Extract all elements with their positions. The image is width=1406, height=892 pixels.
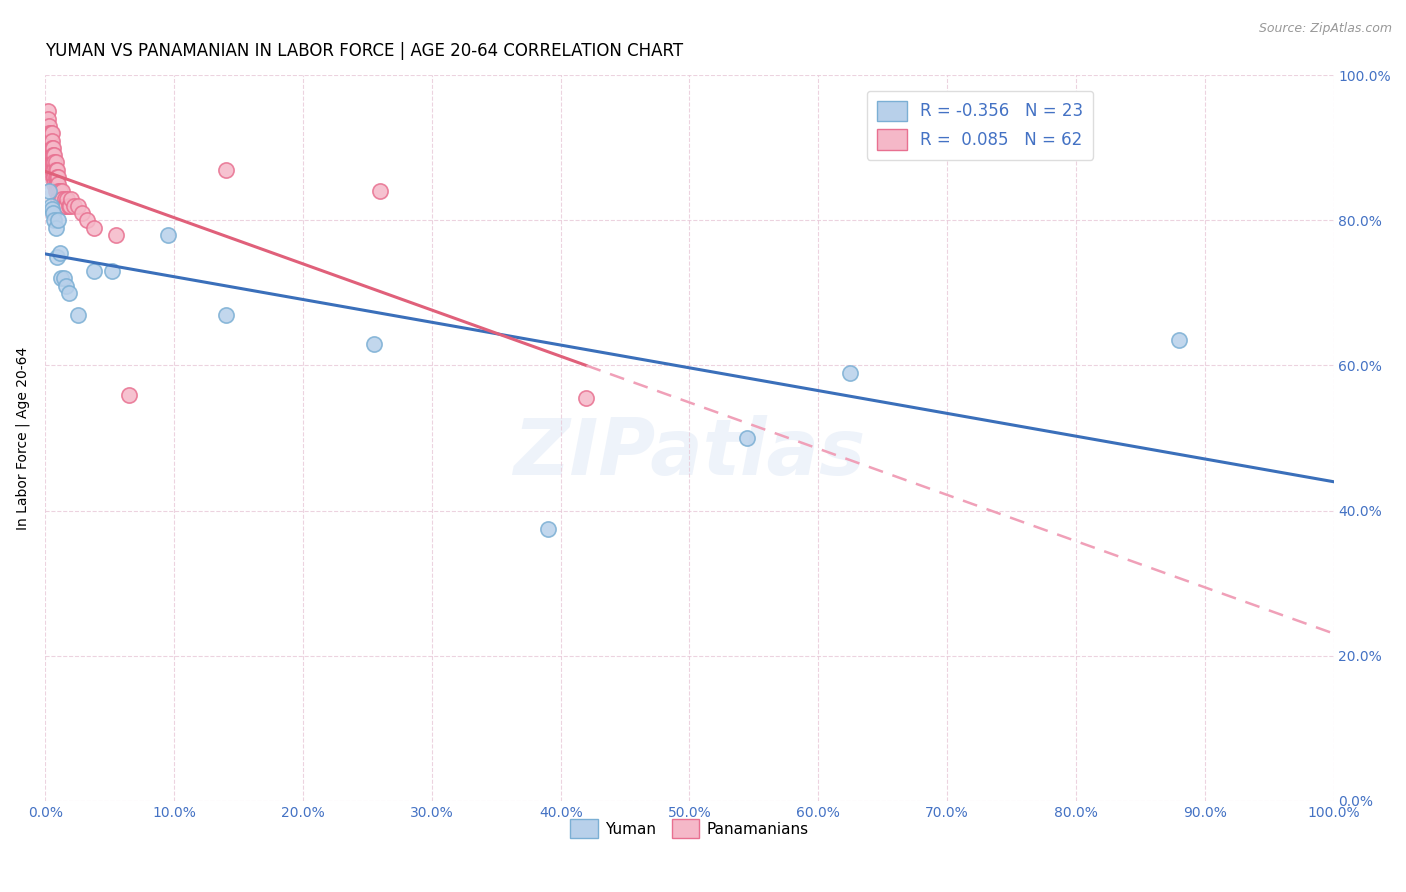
Point: [83, 264, 105, 278]
Point: [537, 522, 560, 536]
Point: [41, 141, 63, 155]
Point: [59, 199, 82, 213]
Point: [118, 387, 141, 401]
Point: [66, 199, 89, 213]
Point: [44, 155, 66, 169]
Point: [46, 177, 69, 191]
Point: [48, 213, 70, 227]
Point: [48, 246, 70, 260]
Point: [39, 126, 62, 140]
Point: [839, 366, 862, 380]
Point: [38, 119, 60, 133]
Point: [48, 177, 70, 191]
Point: [58, 199, 80, 213]
Point: [48, 184, 70, 198]
Text: YUMAN VS PANAMANIAN IN LABOR FORCE | AGE 20-64 CORRELATION CHART: YUMAN VS PANAMANIAN IN LABOR FORCE | AGE…: [45, 42, 683, 60]
Point: [39, 141, 62, 155]
Legend: Yuman, Panamanians: Yuman, Panamanians: [564, 814, 815, 844]
Point: [66, 308, 89, 322]
Point: [42, 148, 65, 162]
Point: [45, 162, 67, 177]
Point: [53, 199, 76, 213]
Point: [52, 271, 75, 285]
Point: [83, 220, 105, 235]
Point: [46, 250, 69, 264]
Point: [52, 199, 75, 213]
Point: [44, 162, 66, 177]
Point: [42, 162, 65, 177]
Point: [42, 169, 65, 184]
Point: [101, 264, 124, 278]
Point: [53, 192, 76, 206]
Point: [45, 220, 67, 235]
Point: [38, 134, 60, 148]
Text: Source: ZipAtlas.com: Source: ZipAtlas.com: [1258, 22, 1392, 36]
Point: [48, 169, 70, 184]
Point: [49, 199, 72, 213]
Point: [60, 192, 83, 206]
Point: [48, 192, 70, 206]
Point: [41, 155, 63, 169]
Point: [41, 202, 63, 217]
Point: [39, 148, 62, 162]
Point: [45, 169, 67, 184]
Point: [41, 134, 63, 148]
Point: [42, 155, 65, 169]
Point: [41, 126, 63, 140]
Point: [39, 134, 62, 148]
Point: [45, 177, 67, 191]
Point: [44, 213, 66, 227]
Point: [49, 271, 72, 285]
Point: [56, 192, 79, 206]
Point: [363, 336, 385, 351]
Point: [1168, 333, 1191, 347]
Point: [49, 192, 72, 206]
Point: [737, 431, 759, 445]
Point: [51, 192, 73, 206]
Point: [215, 162, 238, 177]
Point: [37, 104, 59, 119]
Point: [45, 184, 67, 198]
Point: [58, 285, 80, 300]
Point: [42, 206, 65, 220]
Point: [62, 199, 84, 213]
Point: [44, 169, 66, 184]
Point: [38, 184, 60, 198]
Point: [42, 141, 65, 155]
Point: [70, 206, 93, 220]
Point: [105, 227, 128, 242]
Point: [575, 391, 598, 405]
Text: ZIPatlas: ZIPatlas: [513, 415, 866, 491]
Point: [215, 308, 238, 322]
Point: [38, 141, 60, 155]
Point: [156, 227, 179, 242]
Point: [41, 162, 63, 177]
Point: [44, 148, 66, 162]
Point: [37, 112, 59, 126]
Point: [39, 199, 62, 213]
Point: [45, 155, 67, 169]
Point: [51, 184, 73, 198]
Point: [38, 126, 60, 140]
Point: [48, 184, 70, 198]
Point: [55, 278, 77, 293]
Y-axis label: In Labor Force | Age 20-64: In Labor Force | Age 20-64: [15, 346, 30, 530]
Point: [44, 177, 66, 191]
Point: [76, 213, 98, 227]
Point: [41, 148, 63, 162]
Point: [46, 162, 69, 177]
Point: [44, 169, 66, 184]
Point: [55, 199, 77, 213]
Point: [46, 169, 69, 184]
Point: [370, 184, 392, 198]
